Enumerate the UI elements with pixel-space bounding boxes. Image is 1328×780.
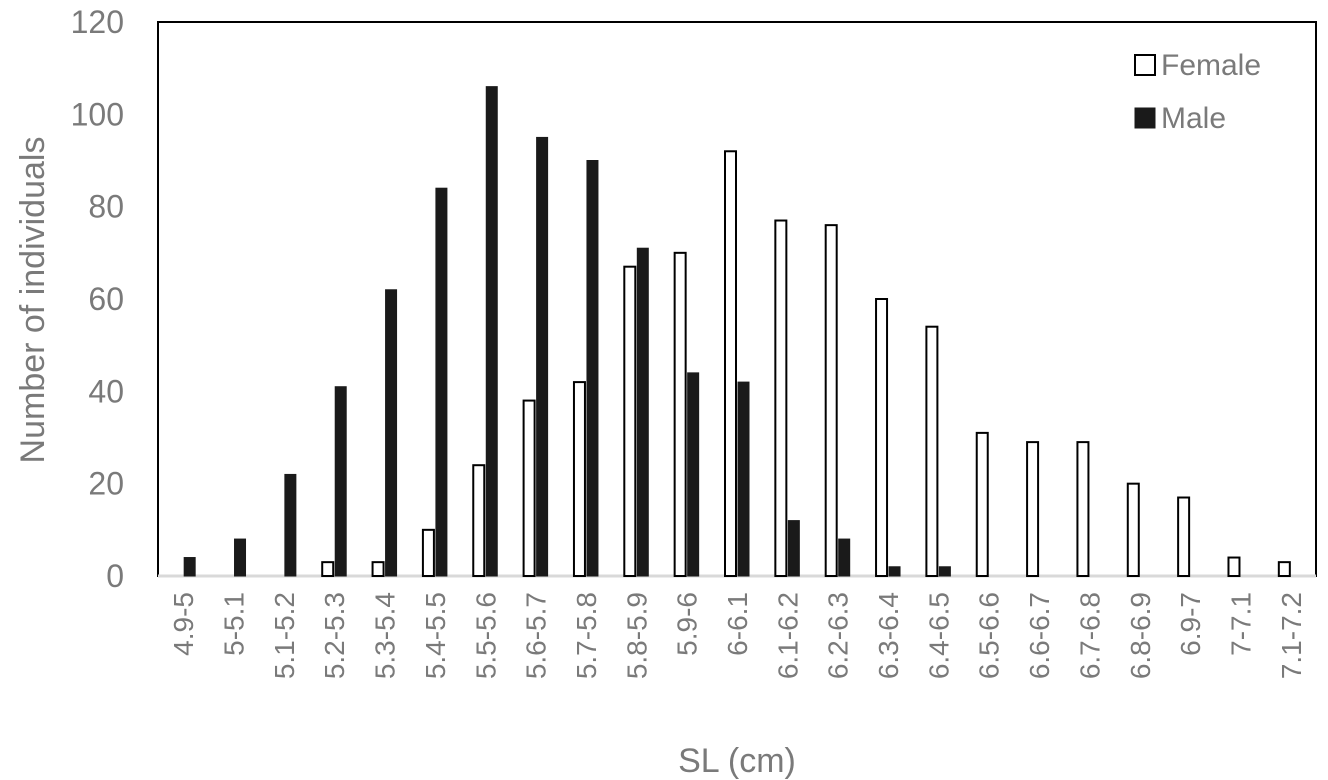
x-tick-label: 6.8-6.9 — [1125, 592, 1156, 679]
bar-female — [623, 265, 637, 577]
y-tick-label: 100 — [71, 96, 124, 132]
bar-female — [925, 325, 939, 578]
x-tick-label: 7.1-7.2 — [1276, 592, 1307, 679]
bar-male — [536, 136, 549, 577]
x-axis-title: SL (cm) — [678, 742, 796, 780]
y-tick-label: 120 — [71, 4, 124, 40]
x-tick-label: 5.7-5.8 — [571, 592, 602, 679]
x-tick-label: 7-7.1 — [1225, 592, 1256, 656]
x-tick-label: 5-5.1 — [219, 592, 250, 656]
x-tick-label: 6.4-6.5 — [923, 592, 954, 679]
bar-female — [1076, 441, 1090, 577]
x-tick-label: 5.6-5.7 — [521, 592, 552, 679]
bar-male — [485, 86, 498, 577]
x-tick-label: 6.9-7 — [1175, 592, 1206, 656]
x-tick-label: 6.3-6.4 — [873, 592, 904, 679]
x-tick-label: 6.7-6.8 — [1074, 592, 1105, 679]
bar-female — [774, 219, 788, 577]
bar-male — [938, 566, 951, 577]
bar-female — [875, 298, 889, 577]
bar-male — [234, 538, 247, 577]
y-tick-label: 80 — [88, 189, 124, 225]
x-tick-label: 6.1-6.2 — [772, 592, 803, 679]
bar-male — [636, 247, 649, 577]
bar-female — [1026, 441, 1040, 577]
bar-male — [183, 557, 196, 577]
bar-male — [385, 289, 398, 577]
y-axis-title: Number of individuals — [14, 137, 52, 464]
bar-female — [421, 528, 435, 577]
bar-female — [1126, 482, 1140, 577]
x-tick-label: 5.4-5.5 — [420, 592, 451, 679]
bar-female — [1277, 561, 1291, 578]
legend-swatch-male — [1134, 107, 1156, 129]
bar-female — [975, 431, 989, 577]
x-tick-label: 6.6-6.7 — [1024, 592, 1055, 679]
x-tick-label: 5.8-5.9 — [621, 592, 652, 679]
x-tick-label: 5.3-5.4 — [370, 592, 401, 679]
x-tick-label: 5.2-5.3 — [319, 592, 350, 679]
bar-female — [321, 561, 335, 578]
legend-swatch-female — [1134, 54, 1156, 76]
x-tick-label: 6.5-6.6 — [974, 592, 1005, 679]
bar-male — [888, 566, 901, 577]
x-tick-label: 5.9-6 — [672, 592, 703, 656]
bar-female — [572, 381, 586, 577]
x-tick-label: 5.5-5.6 — [470, 592, 501, 679]
bar-female — [472, 464, 486, 578]
x-tick-label: 6.2-6.3 — [823, 592, 854, 679]
y-tick-label: 0 — [106, 558, 124, 594]
bar-female — [522, 399, 536, 578]
bar-female — [371, 561, 385, 578]
bar-male — [435, 187, 448, 577]
y-tick-label: 40 — [88, 373, 124, 409]
bar-female — [824, 224, 838, 577]
bar-male — [284, 473, 297, 577]
bar-male — [687, 372, 700, 577]
bar-female — [724, 150, 737, 577]
x-tick-label: 6-6.1 — [722, 592, 753, 656]
bar-male — [787, 520, 800, 577]
y-tick-label: 60 — [88, 281, 124, 317]
bar-female — [1177, 496, 1191, 577]
bar-male — [334, 386, 347, 577]
x-tick-label: 4.9-5 — [168, 592, 199, 656]
bar-female — [1227, 556, 1241, 577]
x-tick-label: 5.1-5.2 — [269, 592, 300, 679]
bar-male — [737, 381, 750, 577]
bar-female — [673, 251, 687, 577]
legend-label-female: Female — [1161, 49, 1261, 82]
bar-male — [838, 538, 851, 577]
bar-male — [586, 160, 599, 577]
legend: Female Male — [1134, 49, 1261, 135]
y-tick-label: 20 — [88, 466, 124, 502]
legend-label-male: Male — [1161, 102, 1226, 135]
